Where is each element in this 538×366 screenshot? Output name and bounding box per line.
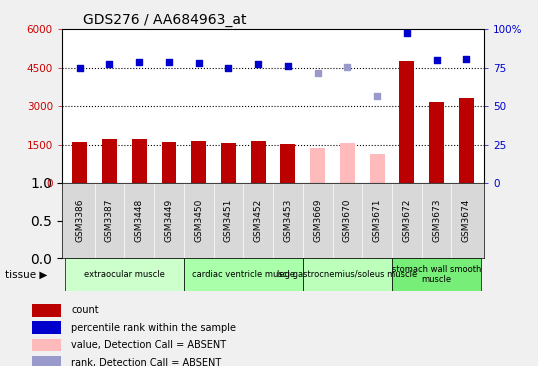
Text: percentile rank within the sample: percentile rank within the sample xyxy=(71,323,236,333)
Bar xyxy=(72,142,87,183)
Point xyxy=(75,65,84,71)
Text: GSM3450: GSM3450 xyxy=(194,199,203,242)
Bar xyxy=(392,258,481,291)
Point xyxy=(462,56,471,62)
Text: leg gastrocnemius/soleus muscle: leg gastrocnemius/soleus muscle xyxy=(277,270,417,279)
Text: GSM3672: GSM3672 xyxy=(402,199,412,242)
Point xyxy=(313,70,322,76)
Bar xyxy=(399,61,414,183)
Bar xyxy=(132,139,147,183)
Bar xyxy=(32,304,61,317)
Point xyxy=(194,60,203,66)
Text: GSM3669: GSM3669 xyxy=(313,199,322,242)
Text: GSM3448: GSM3448 xyxy=(134,199,144,242)
Point xyxy=(433,57,441,63)
Point xyxy=(165,59,173,65)
Point xyxy=(373,93,381,99)
Bar xyxy=(310,147,325,183)
Point xyxy=(135,59,144,65)
Text: tissue ▶: tissue ▶ xyxy=(5,269,48,280)
Text: rank, Detection Call = ABSENT: rank, Detection Call = ABSENT xyxy=(71,358,221,366)
Bar xyxy=(429,102,444,183)
Bar xyxy=(280,144,295,183)
Bar xyxy=(340,143,355,183)
Text: GDS276 / AA684963_at: GDS276 / AA684963_at xyxy=(83,13,246,27)
Bar xyxy=(161,142,176,183)
Text: cardiac ventricle muscle: cardiac ventricle muscle xyxy=(192,270,295,279)
Bar xyxy=(370,154,385,183)
Text: GSM3452: GSM3452 xyxy=(253,199,263,242)
Text: GSM3387: GSM3387 xyxy=(105,199,114,242)
Text: extraocular muscle: extraocular muscle xyxy=(84,270,165,279)
Bar xyxy=(102,139,117,183)
Text: GSM3671: GSM3671 xyxy=(373,199,381,242)
Point xyxy=(402,30,411,36)
Point xyxy=(105,61,114,67)
Bar xyxy=(184,258,303,291)
Bar xyxy=(221,143,236,183)
Bar xyxy=(65,258,184,291)
Text: GSM3670: GSM3670 xyxy=(343,199,352,242)
Text: count: count xyxy=(71,305,98,315)
Text: GSM3674: GSM3674 xyxy=(462,199,471,242)
Bar xyxy=(459,98,474,183)
Bar xyxy=(32,356,61,366)
Text: GSM3451: GSM3451 xyxy=(224,199,233,242)
Bar xyxy=(32,321,61,334)
Bar xyxy=(32,339,61,351)
Point xyxy=(343,64,352,70)
Point xyxy=(254,61,263,67)
Bar xyxy=(251,142,266,183)
Text: stomach wall smooth
muscle: stomach wall smooth muscle xyxy=(392,265,482,284)
Text: value, Detection Call = ABSENT: value, Detection Call = ABSENT xyxy=(71,340,226,350)
Text: GSM3386: GSM3386 xyxy=(75,199,84,242)
Text: GSM3673: GSM3673 xyxy=(432,199,441,242)
Text: GSM3449: GSM3449 xyxy=(165,199,173,242)
Text: GSM3453: GSM3453 xyxy=(284,199,293,242)
Point xyxy=(284,63,292,69)
Point xyxy=(224,66,233,71)
Bar xyxy=(303,258,392,291)
Bar xyxy=(191,141,206,183)
